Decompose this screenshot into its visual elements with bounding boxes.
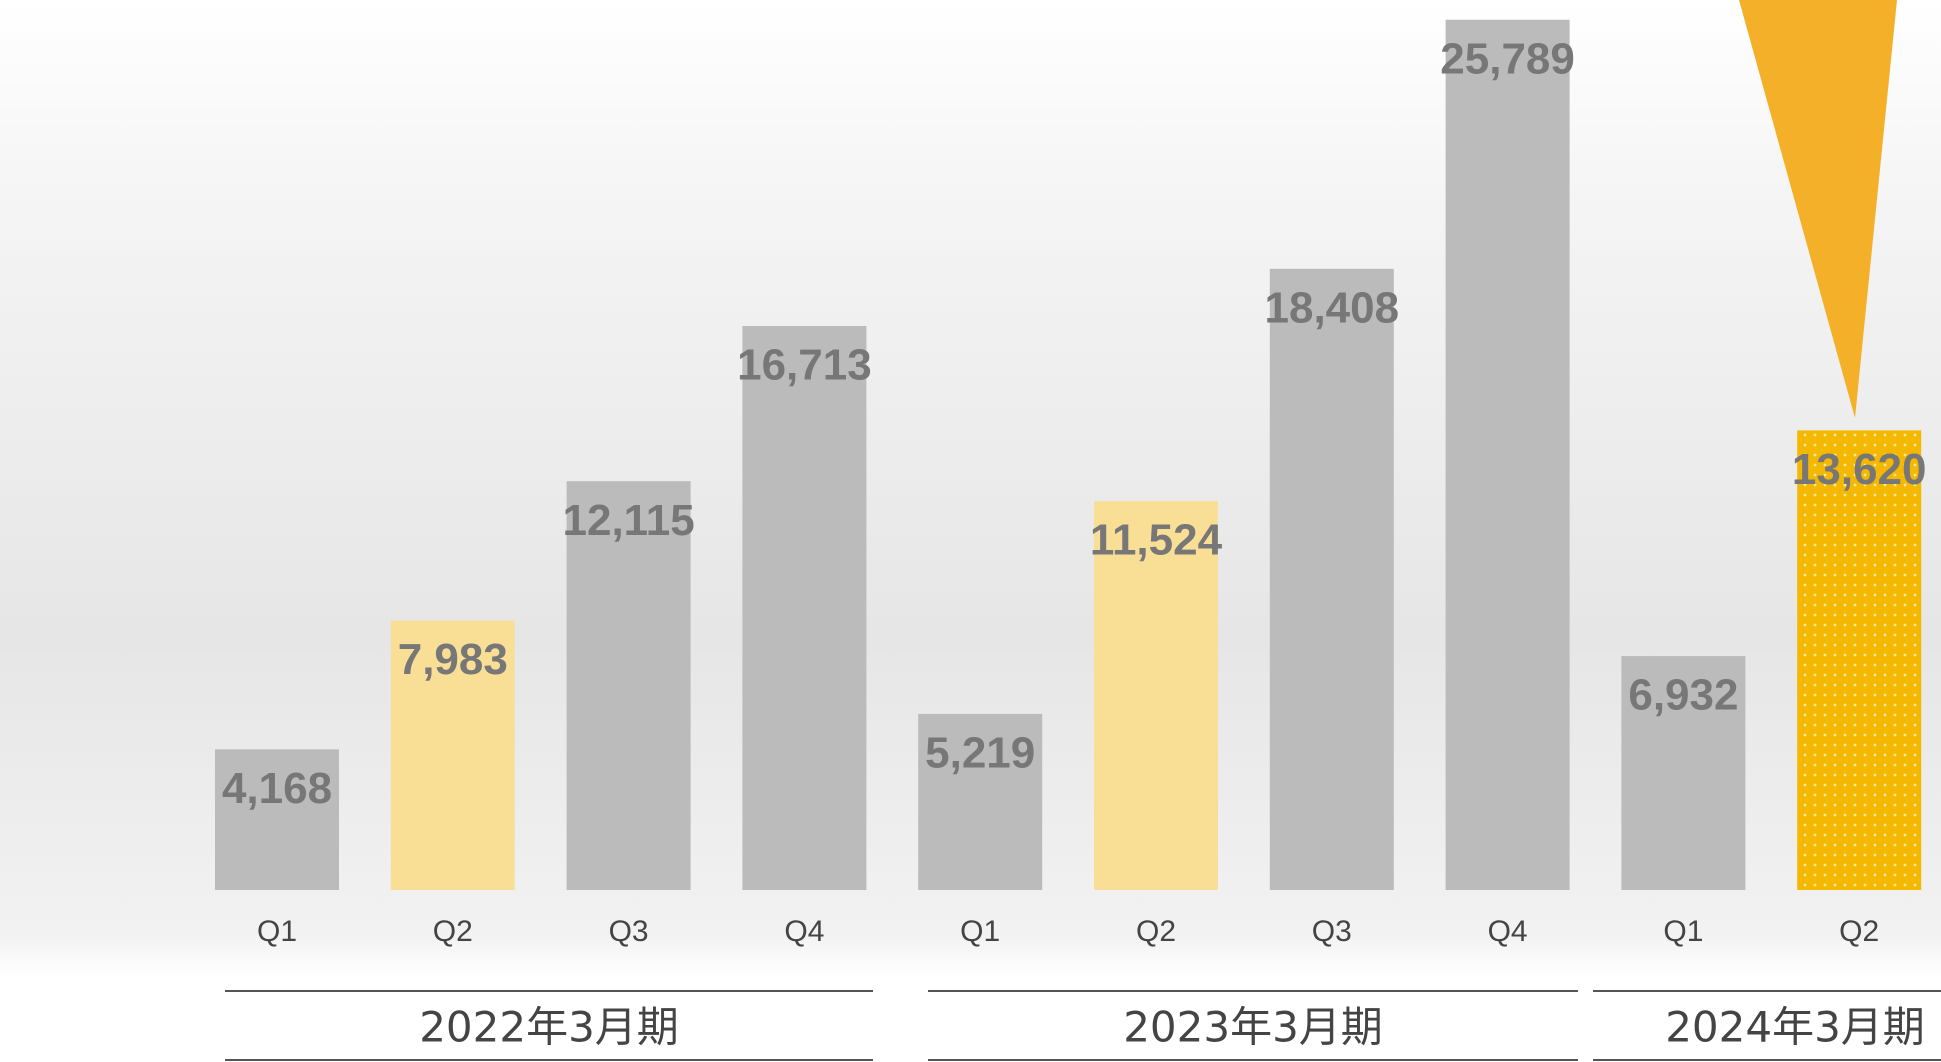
bar	[918, 713, 1043, 890]
bar	[390, 620, 515, 890]
value-label: 25,789	[1440, 34, 1575, 83]
group-label: 2023年3月期	[1123, 1003, 1383, 1052]
value-label: 13,620	[1792, 445, 1927, 494]
x-tick-label: Q4	[1488, 915, 1528, 948]
x-tick-label: Q1	[1663, 915, 1703, 948]
x-tick-label: Q2	[1136, 915, 1176, 948]
value-label: 6,932	[1628, 671, 1738, 720]
value-label: 18,408	[1265, 283, 1400, 332]
bar	[742, 326, 867, 891]
bar	[215, 749, 339, 890]
value-label: 4,168	[222, 764, 332, 813]
bars: 4,168 7,983 12,115 16,713 5,219 11,524 18,408 2…	[215, 19, 1927, 891]
bar	[1621, 656, 1746, 890]
value-label: 5,219	[925, 729, 1035, 778]
x-tick-label: Q2	[433, 915, 473, 948]
bar	[1094, 501, 1218, 890]
x-tick-label: Q1	[960, 915, 1000, 948]
bar	[1445, 19, 1570, 890]
value-label: 16,713	[737, 341, 872, 390]
group-label: 2022年3月期	[419, 1003, 679, 1052]
bar	[566, 481, 691, 890]
x-tick-label: Q4	[784, 915, 824, 948]
highlight-arrow	[1739, 0, 1897, 418]
value-label: 7,983	[398, 635, 508, 684]
bar	[1269, 268, 1394, 891]
x-tick-label: Q1	[257, 915, 297, 948]
bar-pattern	[1797, 430, 1922, 890]
value-label: 12,115	[563, 496, 695, 545]
group-label: 2024年3月期	[1665, 1003, 1925, 1052]
value-label: 11,524	[1090, 516, 1223, 565]
x-tick-label: Q2	[1839, 915, 1879, 948]
x-tick-label: Q3	[1312, 915, 1352, 948]
x-tick-label: Q3	[609, 915, 649, 948]
